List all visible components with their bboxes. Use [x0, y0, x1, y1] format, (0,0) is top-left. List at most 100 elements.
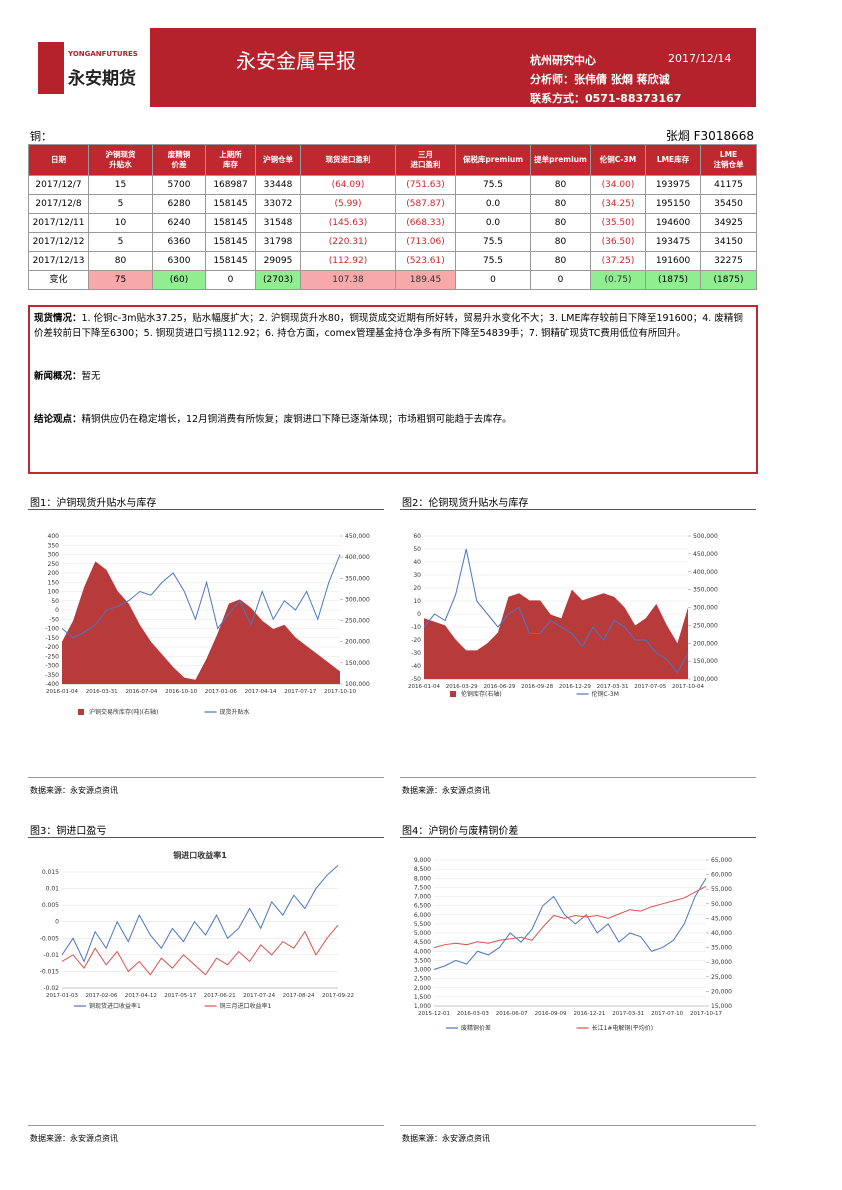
- y-tick-label: 40: [413, 559, 421, 566]
- y-tick-label: -40: [411, 663, 421, 670]
- cell: 31798: [255, 232, 301, 252]
- commentary-label: 新闻概况：: [34, 371, 82, 382]
- change-cell: 0: [530, 270, 591, 290]
- x-tick-label: 2017-10-17: [690, 1011, 722, 1017]
- change-cell: (1875): [700, 270, 757, 290]
- cell: (220.31): [300, 232, 396, 252]
- x-tick-label: 2017-01-06: [205, 689, 237, 695]
- y2-tick-label: 50,000: [711, 901, 732, 908]
- figure-source: 数据来源：永安源点资讯: [402, 786, 490, 795]
- cell: (35.50): [590, 213, 646, 233]
- column-header: LME库存: [645, 144, 701, 176]
- x-tick-label: 2017-07-05: [634, 684, 666, 690]
- y-tick-label: 4,000: [414, 948, 431, 955]
- table-row: 2017/12/8 5 6280 158145 33072 (5.99) (587.87) 0…: [28, 194, 757, 214]
- y-tick-label: -300: [45, 663, 59, 670]
- line-series: [61, 554, 341, 639]
- chart-title: 铜进口收益率1: [173, 850, 227, 860]
- cell: 10: [88, 213, 153, 233]
- y2-tick-label: 35,000: [711, 945, 732, 952]
- cell: 75.5: [455, 232, 531, 252]
- legend-label: 伦铜C-3M: [592, 690, 619, 698]
- y2-tick-label: 150,000: [345, 660, 370, 667]
- column-header: LME 注销仓单: [700, 144, 757, 176]
- commentary-paragraph: 新闻概况：暂无: [30, 369, 756, 384]
- cell: 193975: [645, 175, 701, 195]
- cell: 33072: [255, 194, 301, 214]
- y2-tick-label: 45,000: [711, 915, 732, 922]
- y-tick-label: 1,500: [414, 994, 431, 1001]
- y-tick-label: 1,000: [414, 1003, 431, 1010]
- cell: 2017/12/11: [28, 213, 89, 233]
- chart: 铜进口收益率1 -0.02 -0.015 -0.01 -0.005 0 0.005 0.01 0…: [40, 850, 354, 1010]
- cell: 35450: [700, 194, 757, 214]
- y-tick-label: -10: [411, 624, 421, 631]
- y-tick-label: 0: [55, 919, 59, 926]
- source-rule: [28, 1125, 384, 1126]
- y2-tick-label: 20,000: [711, 988, 732, 995]
- cell: (64.09): [300, 175, 396, 195]
- cell: (5.99): [300, 194, 396, 214]
- area-series: [424, 589, 688, 679]
- column-header: 日期: [28, 144, 89, 176]
- x-tick-label: 2016-09-28: [521, 684, 553, 690]
- y-tick-label: 0.015: [42, 869, 59, 876]
- y-tick-label: 6,000: [414, 912, 431, 919]
- source-rule: [400, 1125, 756, 1126]
- y-tick-label: 8,000: [414, 875, 431, 882]
- y2-tick-label: 15,000: [711, 1003, 732, 1010]
- cell: (145.63): [300, 213, 396, 233]
- line-series: [61, 864, 339, 963]
- column-header: 废精铜 价差: [152, 144, 206, 176]
- y-tick-label: -0.015: [40, 968, 60, 975]
- x-tick-label: 2016-01-04: [46, 689, 78, 695]
- line-series: [433, 877, 707, 970]
- y2-tick-label: 65,000: [711, 857, 732, 864]
- x-tick-label: 2016-01-04: [408, 684, 440, 690]
- y2-tick-label: 200,000: [693, 640, 718, 647]
- logo-en: YONGANFUTURES: [68, 50, 138, 58]
- change-cell: (2703): [255, 270, 301, 290]
- legend-label: 现货升贴水: [220, 708, 250, 716]
- x-tick-label: 2015-12-01: [418, 1011, 450, 1017]
- y2-tick-label: 350,000: [693, 587, 718, 594]
- change-cell: (60): [152, 270, 206, 290]
- x-tick-label: 2017-02-06: [85, 993, 117, 999]
- cell: 75.5: [455, 175, 531, 195]
- cell: (112.92): [300, 251, 396, 271]
- figure-caption: 图3：铜进口盈亏: [30, 826, 107, 837]
- cell: 6280: [152, 194, 206, 214]
- cell: 6360: [152, 232, 206, 252]
- x-tick-label: 2017-07-24: [243, 993, 275, 999]
- x-tick-label: 2017-04-14: [245, 689, 277, 695]
- cell: 80: [530, 213, 591, 233]
- y-tick-label: 20: [413, 585, 421, 592]
- y2-tick-label: 250,000: [345, 618, 370, 625]
- x-tick-label: 2017-07-10: [651, 1011, 683, 1017]
- header-row: 日期 沪铜现货 升贴水 废精铜 价差 上期所 库存 沪铜仓单 现货进口盈利 三月 进口盈利保…: [28, 144, 757, 176]
- cell: 158145: [205, 213, 256, 233]
- y-tick-label: -350: [45, 672, 59, 679]
- y2-tick-label: 100,000: [345, 681, 370, 688]
- caption-rule: [400, 837, 756, 838]
- figure-caption: 图1：沪铜现货升贴水与库存: [30, 498, 157, 509]
- column-header: 保税库premium: [455, 144, 531, 176]
- cell: (37.25): [590, 251, 646, 271]
- table-row: 2017/12/12 5 6360 158145 31798 (220.31) (713.0…: [28, 232, 757, 252]
- change-cell: 189.45: [395, 270, 456, 290]
- y2-tick-label: 55,000: [711, 886, 732, 893]
- research-center: 杭州研究中心: [530, 54, 596, 67]
- cell: 194600: [645, 213, 701, 233]
- analysts: 分析师：张伟倩 张烱 蒋欣诚: [530, 73, 670, 86]
- chart: -400 -350 -300 -250 -200 -150 -100 -50 0 50 100 150…: [45, 533, 370, 716]
- cell: (668.33): [395, 213, 456, 233]
- legend-label: 铜三月进口收益率1: [220, 1002, 272, 1010]
- y-tick-label: 400: [48, 533, 60, 540]
- x-tick-label: 2017-03-31: [612, 1011, 644, 1017]
- line-series: [433, 885, 707, 949]
- contact: 联系方式：0571-88373167: [530, 92, 682, 105]
- y-tick-label: 300: [48, 552, 60, 559]
- y-tick-label: 200: [48, 570, 60, 577]
- cell: (713.06): [395, 232, 456, 252]
